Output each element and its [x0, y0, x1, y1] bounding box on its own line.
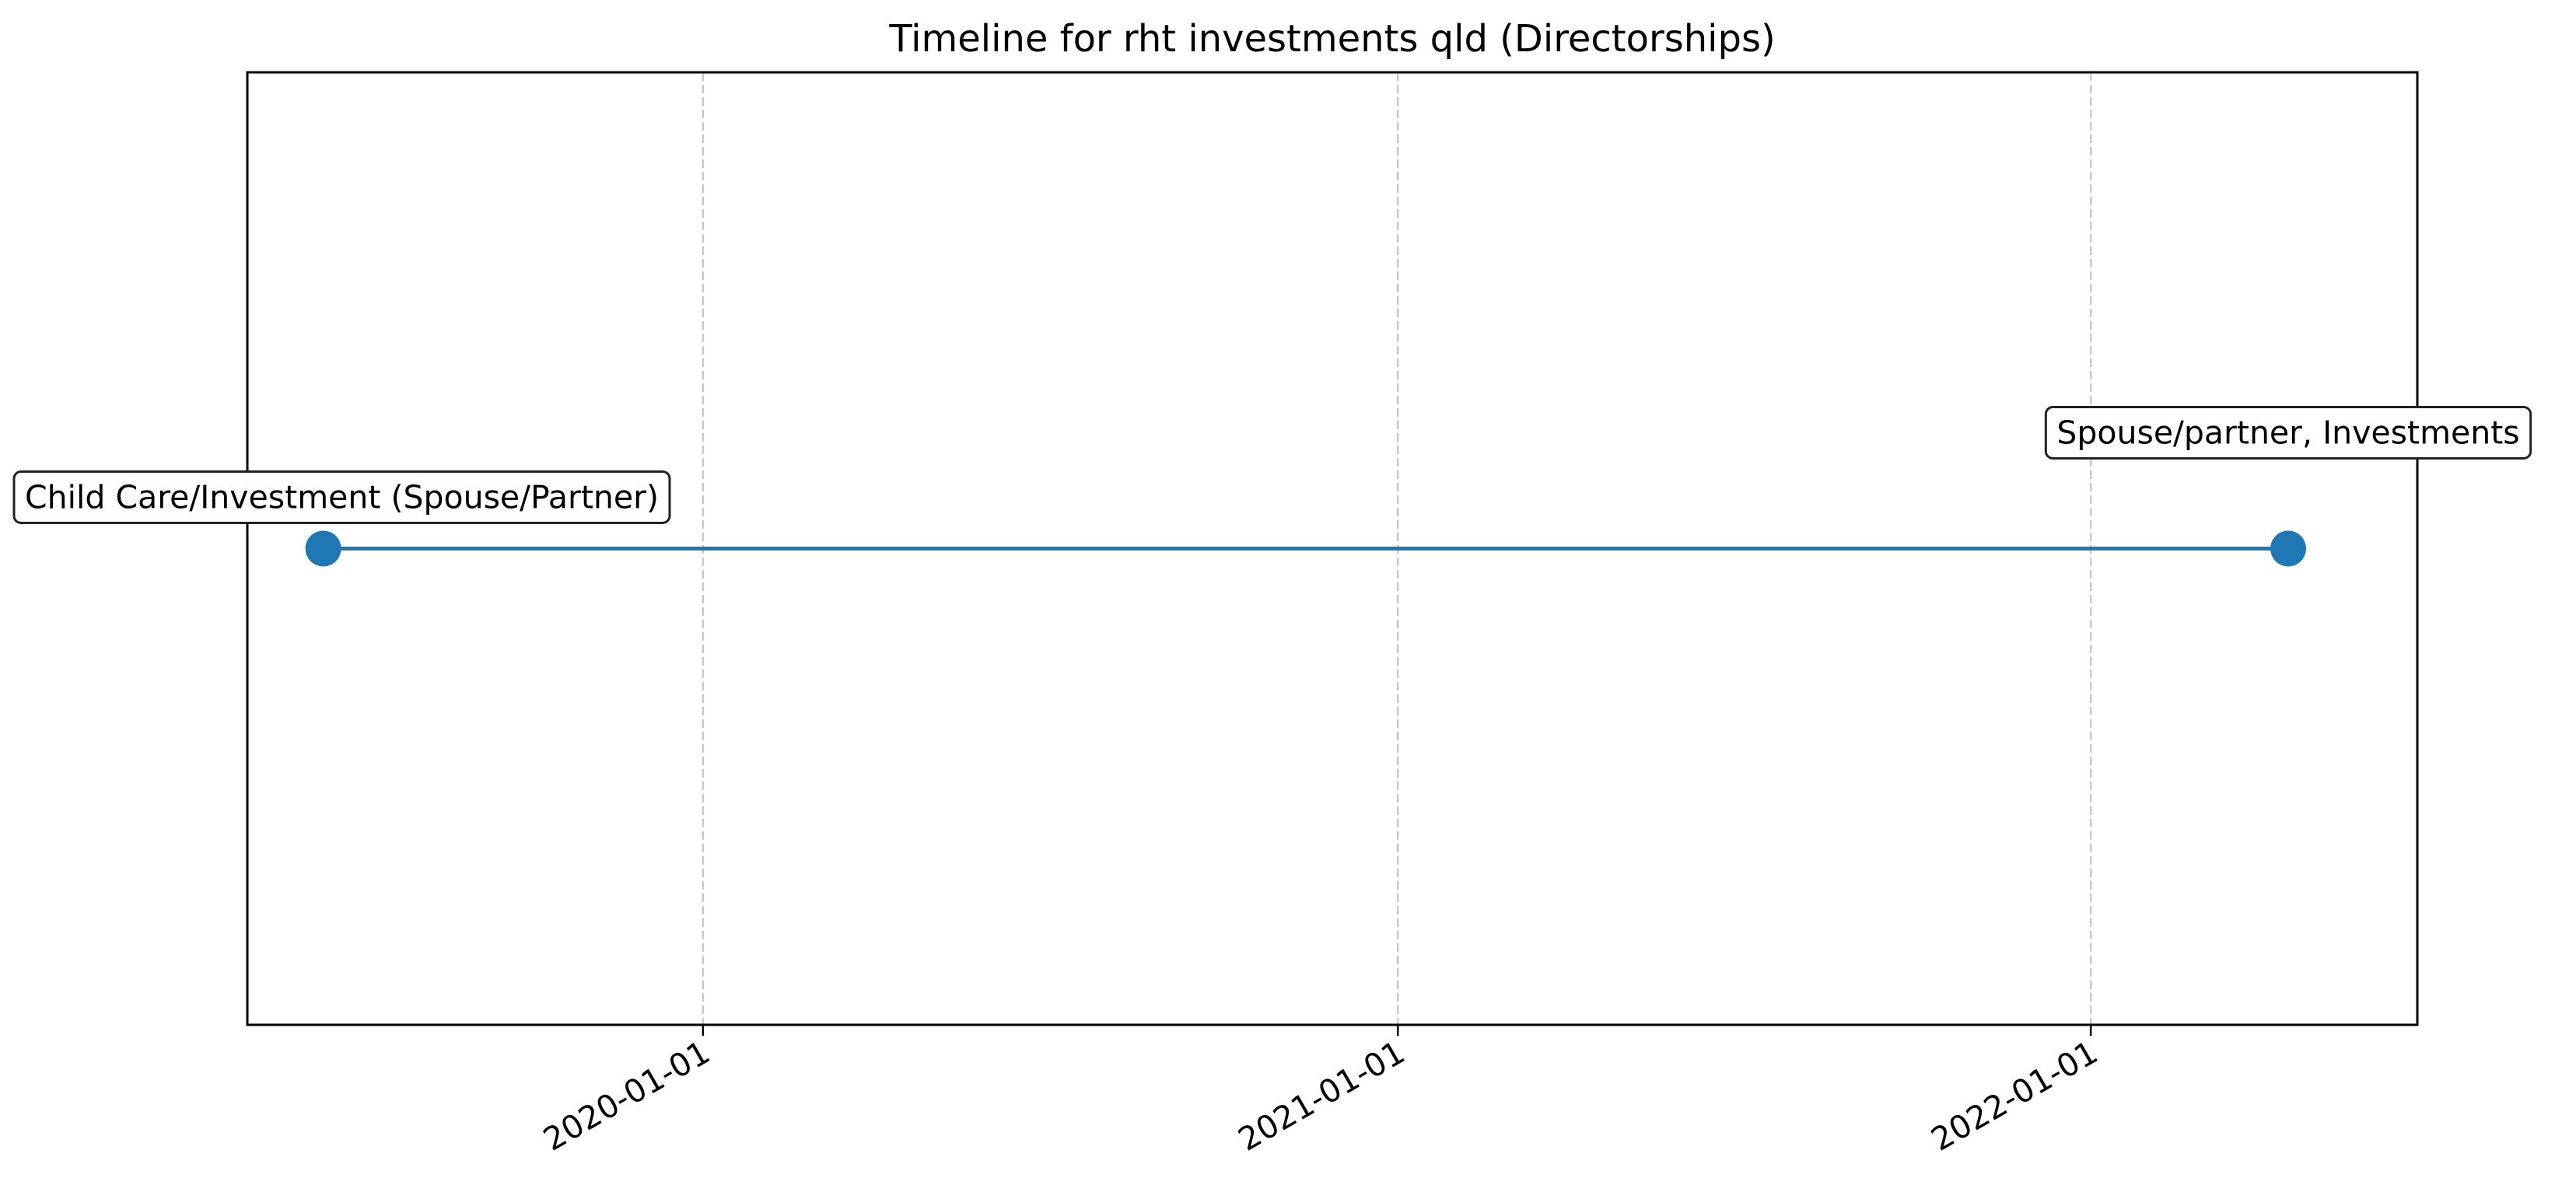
chart-title: Timeline for rht investments qld (Direct…	[888, 17, 1775, 61]
annotation-label: Child Care/Investment (Spouse/Partner)	[25, 479, 659, 516]
annotation-box	[12, 470, 671, 524]
annotation-box	[2044, 406, 2532, 460]
series-layer	[305, 530, 2307, 567]
annotation: Child Care/Investment (Spouse/Partner)	[12, 470, 671, 524]
x-axis-ticks: 2020-01-01 2021-01-01 2022-01-01	[537, 1025, 2104, 1159]
annotation-label: Spouse/partner, Investments	[2056, 414, 2519, 452]
plot-frame	[246, 71, 2419, 1026]
x-tick-label: 2021-01-01	[1232, 1033, 1411, 1159]
x-tick-label: 2020-01-01	[537, 1033, 716, 1159]
data-point	[2270, 530, 2307, 567]
x-tick-label: 2022-01-01	[1925, 1033, 2104, 1159]
data-point	[305, 530, 341, 567]
annotation: Spouse/partner, Investments	[2044, 406, 2532, 460]
point-annotations: Child Care/Investment (Spouse/Partner) Sp…	[12, 406, 2532, 524]
